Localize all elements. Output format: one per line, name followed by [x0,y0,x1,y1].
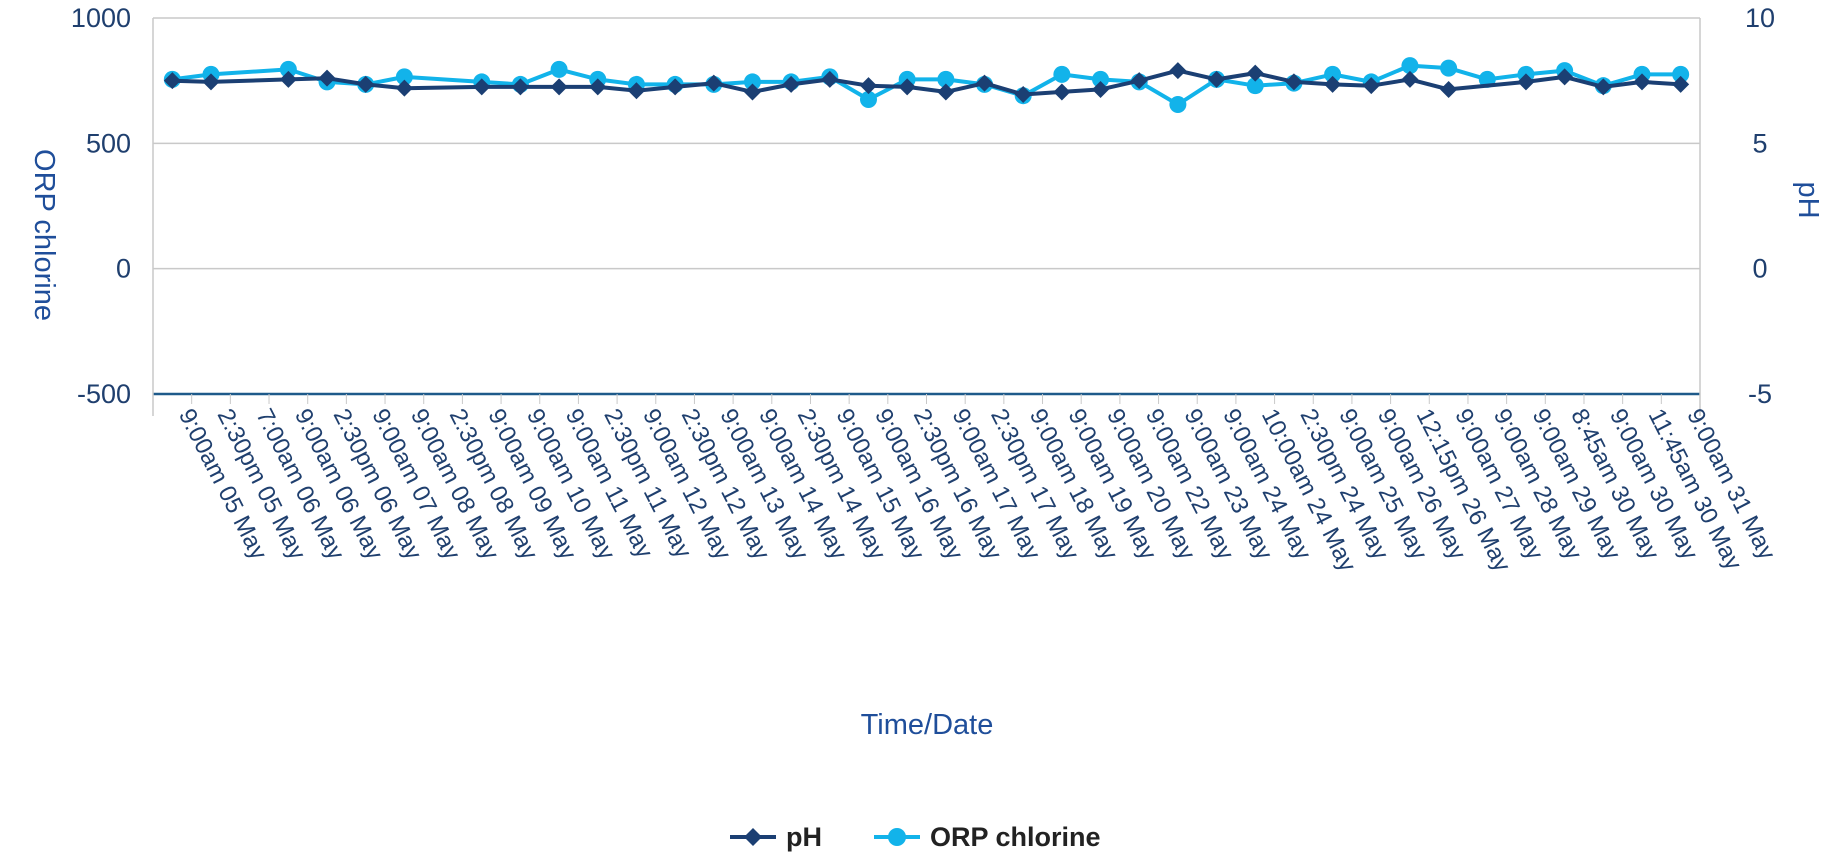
data-point [976,74,994,92]
right-axis-ticks: 10 5 0 -5 [1745,3,1775,409]
data-point [1440,59,1458,77]
data-point [163,72,181,90]
data-point [1208,70,1226,88]
data-point [395,68,413,86]
data-point [666,78,684,96]
data-point [1440,80,1458,98]
data-point [859,90,877,108]
legend-marker [888,828,906,846]
data-point [782,75,800,93]
data-point [279,60,297,78]
data-point [1556,68,1574,86]
data-point [898,78,916,96]
data-point [550,78,568,96]
data-point [511,78,529,96]
legend-label: pH [786,822,822,852]
data-point [627,82,645,100]
data-point [1517,73,1535,91]
y-axis-right-title: pH [1792,181,1824,218]
legend-label: ORP chlorine [930,822,1101,852]
legend-item: ORP chlorine [874,822,1101,852]
data-point [1672,65,1690,83]
data-point [1246,64,1264,82]
y-axis-left-title: ORP chlorine [28,149,60,321]
data-point [1672,75,1690,93]
data-point [1014,85,1032,103]
data-point [473,78,491,96]
data-point [550,60,568,78]
data-point [1285,73,1303,91]
data-point [1092,70,1110,88]
data-point [743,73,761,91]
data-point [1324,65,1342,83]
series-layer [163,57,1690,113]
data-point [1594,78,1612,96]
y-left-tick-label: -500 [77,379,131,409]
data-point [1130,72,1148,90]
data-point [743,83,761,101]
data-point [357,75,375,93]
data-point [937,83,955,101]
legend-item: pH [730,822,822,852]
data-point [1053,83,1071,101]
y-left-tick-label: 1000 [71,3,131,33]
data-point [937,70,955,88]
data-point [395,79,413,97]
y-left-tick-label: 0 [116,254,131,284]
y-right-tick-label: 10 [1745,3,1775,33]
left-axis-ticks: 1000 500 0 -500 [71,3,131,409]
y-right-tick-label: 5 [1752,128,1767,158]
legend: pH ORP chlorine [730,822,1101,852]
data-point [1169,62,1187,80]
data-point [1169,95,1187,113]
data-point [1633,73,1651,91]
data-point [1092,80,1110,98]
data-point [1324,75,1342,93]
data-point [279,70,297,88]
data-point [318,69,336,87]
gridlines [152,17,1701,416]
legend-marker [744,828,762,846]
data-point [202,73,220,91]
data-point [1246,77,1264,95]
data-point [705,74,723,92]
y-left-tick-label: 500 [86,128,131,158]
y-right-tick-label: -5 [1748,379,1772,409]
data-point [1401,57,1419,75]
data-point [1053,65,1071,83]
data-point [589,78,607,96]
data-point [821,70,839,88]
series-ph [163,62,1690,103]
data-point [1362,77,1380,95]
data-point [859,77,877,95]
x-axis-title: Time/Date [861,709,994,741]
data-point [1401,70,1419,88]
y-right-tick-label: 0 [1752,254,1767,284]
